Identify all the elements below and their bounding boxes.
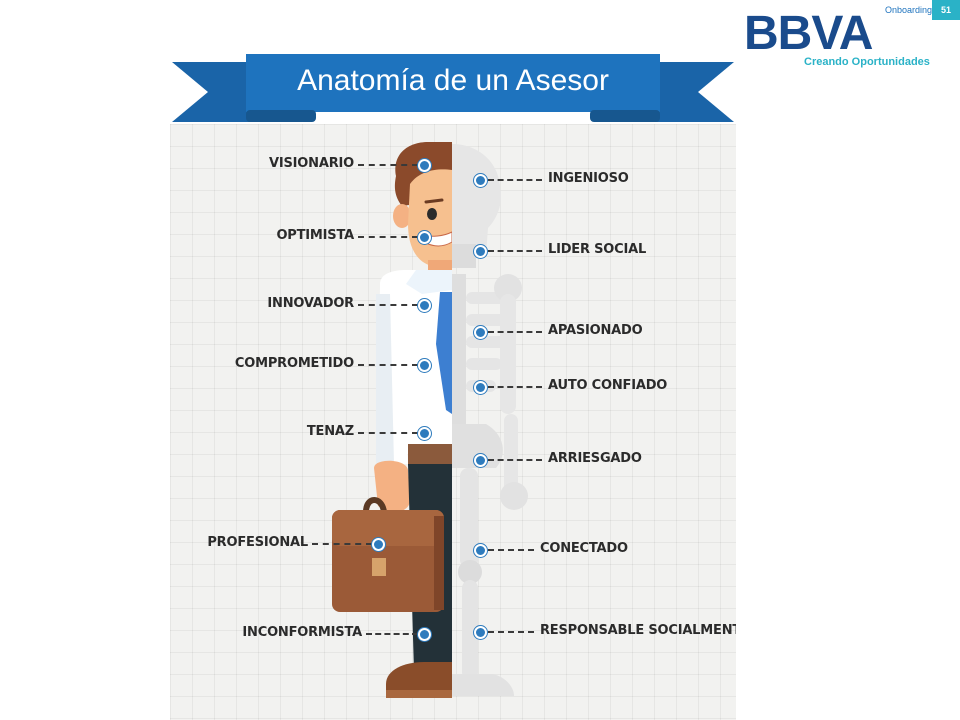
trait-right-ingenioso: INGENIOSO [548, 171, 629, 186]
trait-left-inconformista: INCONFORMISTA [242, 625, 362, 640]
leader-line [488, 250, 542, 252]
trait-left-visionario: VISIONARIO [269, 156, 354, 171]
trait-marker [474, 626, 487, 639]
bbva-logo: BBVA Creando Oportunidades [744, 10, 944, 74]
trait-left-comprometido: COMPROMETIDO [234, 356, 354, 371]
trait-marker [418, 359, 431, 372]
advisor-figure [332, 142, 528, 698]
trait-marker [474, 245, 487, 258]
logo-wordmark: BBVA [744, 7, 873, 60]
trait-right-apasionado: APASIONADO [548, 323, 643, 338]
trait-marker [474, 381, 487, 394]
trait-marker [418, 159, 431, 172]
leader-line [488, 459, 542, 461]
trait-marker [474, 326, 487, 339]
leader-line [366, 633, 418, 635]
trait-left-innovador: INNOVADOR [267, 296, 354, 311]
trait-right-conectado: CONECTADO [540, 541, 628, 556]
page-number: 51 [932, 0, 960, 20]
trait-marker [418, 299, 431, 312]
trait-marker [474, 174, 487, 187]
logo-tagline: Creando Oportunidades [804, 56, 930, 68]
leader-line [358, 432, 418, 434]
leader-line [358, 304, 418, 306]
trait-right-lider-social: LIDER SOCIAL [548, 242, 647, 257]
trait-left-profesional: PROFESIONAL [207, 535, 308, 550]
trait-right-responsable-socialmente: RESPONSABLE SOCIALMENTE [540, 623, 736, 638]
trait-left-tenaz: TENAZ [306, 424, 354, 439]
leader-line [488, 179, 542, 181]
leader-line [358, 164, 418, 166]
ribbon-shape [172, 54, 734, 122]
leader-line [488, 549, 534, 551]
trait-left-optimista: OPTIMISTA [276, 228, 354, 243]
section-tag: Onboarding [884, 5, 932, 15]
anatomy-infographic: VISIONARIO OPTIMISTA INNOVADOR COMPROMET… [170, 124, 736, 720]
leader-line [488, 331, 542, 333]
leader-line [358, 236, 418, 238]
trait-right-arriesgado: ARRIESGADO [548, 451, 642, 466]
page-title: Anatomía de un Asesor [297, 64, 609, 97]
trait-right-auto-confiado: AUTO CONFIADO [548, 378, 668, 393]
leader-line [488, 631, 534, 633]
title-banner: Anatomía de un Asesor [168, 48, 738, 128]
trait-marker [418, 427, 431, 440]
trait-marker [418, 231, 431, 244]
trait-marker [418, 628, 431, 641]
leader-line [312, 543, 372, 545]
trait-marker [474, 454, 487, 467]
leader-line [488, 386, 542, 388]
trait-marker [372, 538, 385, 551]
leader-line [358, 364, 418, 366]
trait-marker [474, 544, 487, 557]
